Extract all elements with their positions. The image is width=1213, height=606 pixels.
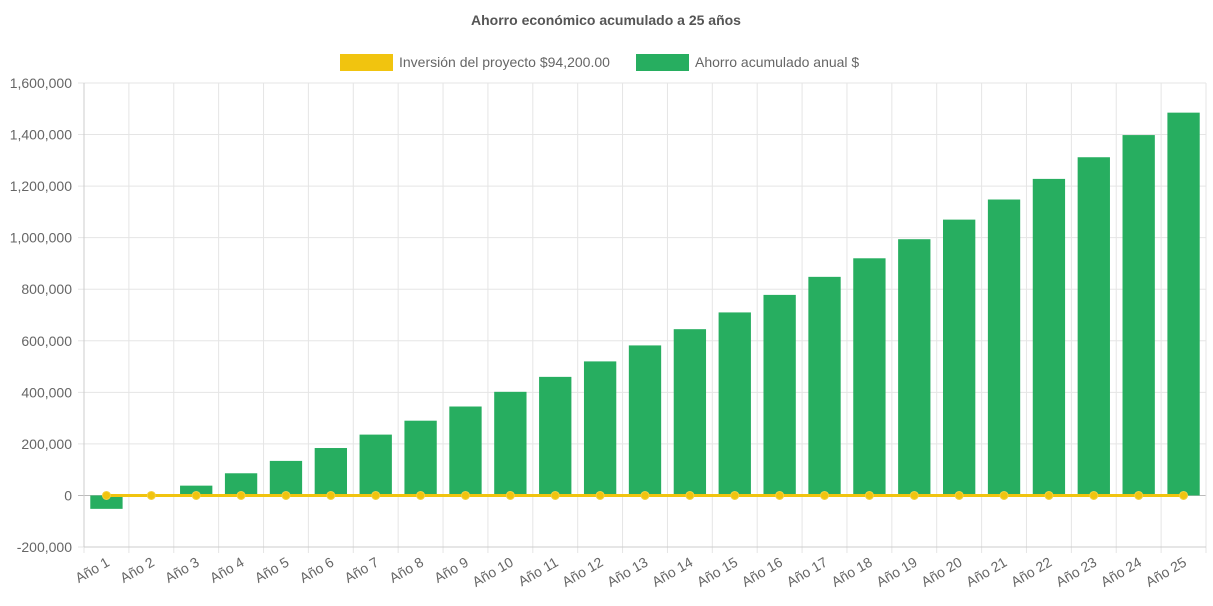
y-tick-label: 800,000 xyxy=(21,281,72,297)
bar xyxy=(1077,157,1110,496)
line-series-investment xyxy=(101,490,1189,500)
x-tick-label: Año 22 xyxy=(1008,554,1055,590)
y-tick-label: 1,000,000 xyxy=(10,230,72,246)
bar xyxy=(808,276,841,496)
bar xyxy=(1122,135,1155,496)
legend-swatch-investment xyxy=(340,54,393,71)
bar xyxy=(180,485,213,496)
line-point xyxy=(505,490,515,500)
x-tick-label: Año 24 xyxy=(1098,554,1145,590)
x-tick-label: Año 12 xyxy=(559,554,606,590)
x-tick-label: Año 18 xyxy=(828,554,875,590)
line-point xyxy=(954,490,964,500)
line-point xyxy=(640,490,650,500)
x-tick-label: Año 15 xyxy=(694,554,741,590)
line-point xyxy=(371,490,381,500)
x-tick-label: Año 14 xyxy=(649,554,696,590)
x-tick-label: Año 20 xyxy=(918,554,965,590)
line-point xyxy=(864,490,874,500)
y-tick-label: 1,200,000 xyxy=(10,178,72,194)
y-tick-label: 200,000 xyxy=(21,436,72,452)
grid xyxy=(78,82,1207,553)
legend-item-investment[interactable]: Inversión del proyecto $94,200.00 xyxy=(340,54,610,71)
line-point xyxy=(685,490,695,500)
bar xyxy=(449,406,482,496)
line-point xyxy=(281,490,291,500)
legend-item-savings[interactable]: Ahorro acumulado anual $ xyxy=(636,54,859,71)
x-tick-label: Año 17 xyxy=(784,554,831,590)
y-axis: -200,000 0 200,000 400,000 600,000 800,000 1,0… xyxy=(10,75,73,555)
bar xyxy=(494,391,527,496)
y-tick-label: 0 xyxy=(64,487,72,503)
bar xyxy=(583,361,617,496)
bar xyxy=(359,434,392,496)
y-tick-label: 1,600,000 xyxy=(10,75,72,91)
legend: Inversión del proyecto $94,200.00 Ahorro… xyxy=(340,54,859,71)
line-point xyxy=(101,490,111,500)
x-tick-label: Año 8 xyxy=(386,554,426,586)
line-point xyxy=(1179,490,1189,500)
x-tick-label: Año 19 xyxy=(873,554,920,590)
x-axis: Año 1 Año 2 Año 3 Año 4 Año 5 Año 6 Año 7 Año 8… xyxy=(72,554,1189,590)
line-point xyxy=(326,490,336,500)
bar xyxy=(269,460,303,496)
x-tick-label: Año 3 xyxy=(162,554,202,586)
x-tick-label: Año 4 xyxy=(207,554,247,586)
x-tick-label: Año 7 xyxy=(342,554,382,586)
legend-label-savings: Ahorro acumulado anual $ xyxy=(695,54,859,70)
y-tick-label: 400,000 xyxy=(21,384,72,400)
line-point xyxy=(1044,490,1054,500)
bar xyxy=(987,199,1021,496)
line-point xyxy=(416,490,426,500)
line-point xyxy=(909,490,919,500)
chart-title: Ahorro económico acumulado a 25 años xyxy=(471,12,741,28)
bar xyxy=(1032,178,1066,496)
x-tick-label: Año 11 xyxy=(515,554,561,590)
line-point xyxy=(236,490,246,500)
bar xyxy=(539,376,572,496)
line-point xyxy=(146,490,156,500)
x-tick-label: Año 6 xyxy=(297,554,337,586)
x-tick-label: Año 16 xyxy=(739,554,786,590)
line-point xyxy=(1089,490,1099,500)
bar xyxy=(224,473,258,496)
x-tick-label: Año 21 xyxy=(963,554,1010,590)
bar xyxy=(1167,112,1200,496)
line-point xyxy=(550,490,560,500)
bar xyxy=(628,345,662,496)
line-point xyxy=(999,490,1009,500)
x-tick-label: Año 5 xyxy=(252,554,292,586)
line-point xyxy=(460,490,470,500)
line-point xyxy=(191,490,201,500)
bar xyxy=(853,258,886,496)
x-tick-label: Año 10 xyxy=(469,554,516,590)
bar xyxy=(763,294,796,496)
y-tick-label: 1,400,000 xyxy=(10,127,72,143)
bar xyxy=(90,495,123,509)
bar xyxy=(718,312,751,496)
x-tick-label: Año 25 xyxy=(1143,554,1190,590)
bar xyxy=(404,420,437,496)
x-tick-label: Año 1 xyxy=(72,554,112,586)
bar-series-savings xyxy=(90,112,1200,509)
line-point xyxy=(730,490,740,500)
bar xyxy=(314,448,347,496)
legend-swatch-savings xyxy=(636,54,689,71)
x-tick-label: Año 13 xyxy=(604,554,651,590)
y-tick-label: 600,000 xyxy=(21,333,72,349)
line-point xyxy=(1134,490,1144,500)
x-tick-label: Año 23 xyxy=(1053,554,1100,590)
x-tick-label: Año 2 xyxy=(117,554,157,586)
line-point xyxy=(820,490,830,500)
legend-label-investment: Inversión del proyecto $94,200.00 xyxy=(399,54,610,70)
x-tick-label: Año 9 xyxy=(431,554,471,586)
line-point xyxy=(775,490,785,500)
y-tick-label: -200,000 xyxy=(17,539,72,555)
bar xyxy=(943,219,976,496)
line-point xyxy=(595,490,605,500)
bar xyxy=(673,329,707,496)
bar xyxy=(898,239,931,496)
